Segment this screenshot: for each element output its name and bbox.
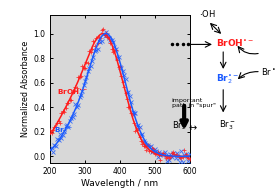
Text: Br$_2$: Br$_2$ bbox=[172, 120, 187, 132]
Text: BrOH$^{\bullet-}$: BrOH$^{\bullet-}$ bbox=[57, 87, 88, 97]
Text: BrOH$^{\bullet-}$: BrOH$^{\bullet-}$ bbox=[216, 37, 255, 48]
Text: Br$_2^{\bullet-}$: Br$_2^{\bullet-}$ bbox=[216, 73, 239, 86]
Text: important
path in "spur": important path in "spur" bbox=[172, 98, 216, 108]
Y-axis label: Normalized Absorbance: Normalized Absorbance bbox=[21, 41, 30, 137]
Text: Br$_2^{\bullet-}$: Br$_2^{\bullet-}$ bbox=[54, 125, 73, 137]
X-axis label: Wavelength / nm: Wavelength / nm bbox=[81, 179, 158, 188]
Text: $\cdot$OH: $\cdot$OH bbox=[199, 8, 216, 19]
Text: Br$^\bullet$: Br$^\bullet$ bbox=[261, 66, 276, 77]
Text: $\leftrightarrow$: $\leftrightarrow$ bbox=[187, 122, 198, 132]
Text: Br$_3^-$: Br$_3^-$ bbox=[219, 119, 236, 132]
